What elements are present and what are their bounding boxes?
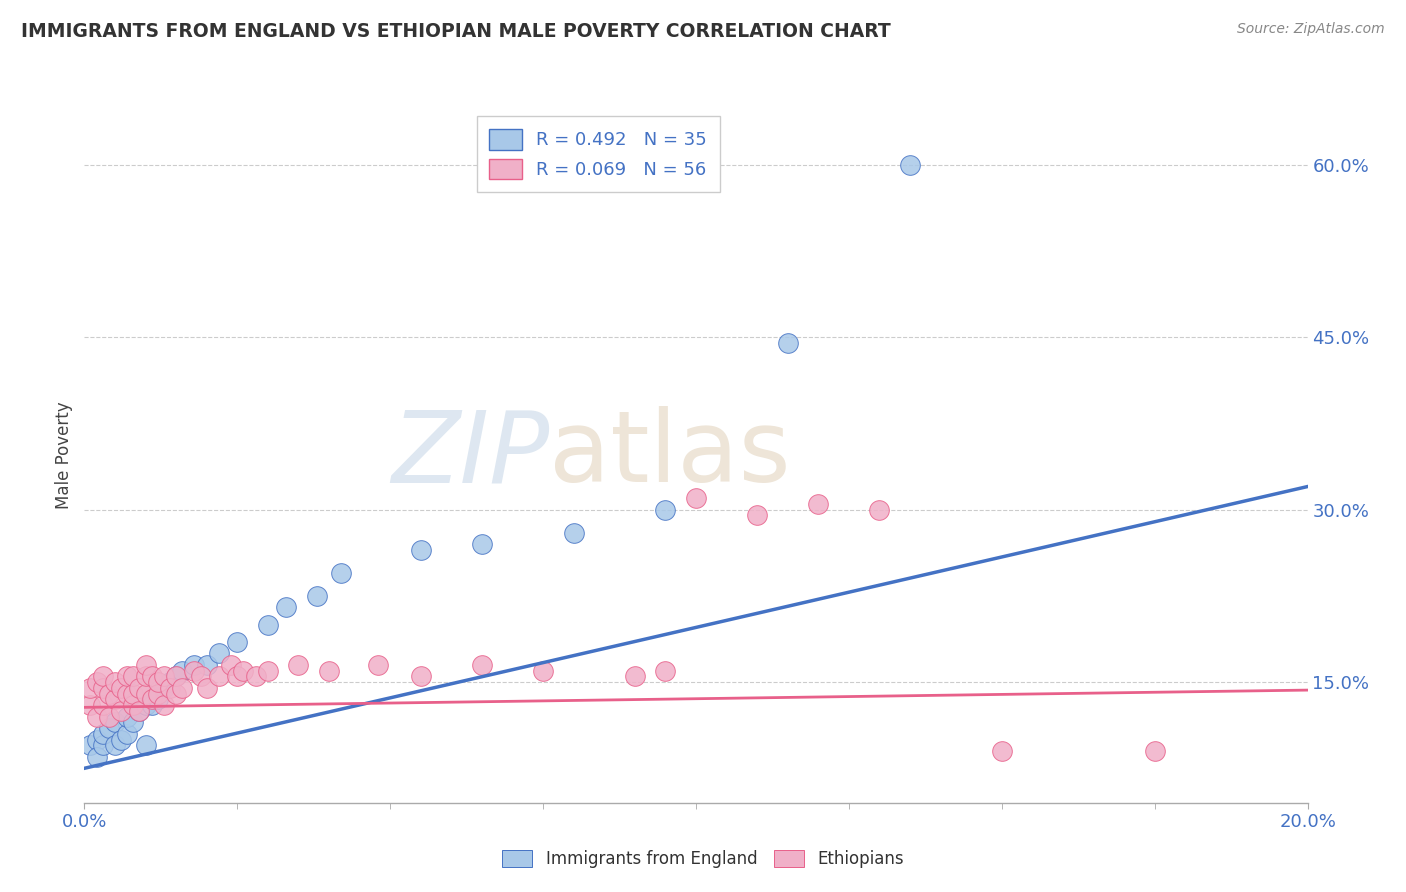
Point <box>146 692 169 706</box>
Point <box>135 687 157 701</box>
Point <box>183 657 205 672</box>
Point <box>79 739 101 753</box>
Point <box>104 675 127 690</box>
Point <box>195 657 218 672</box>
Point <box>276 600 298 615</box>
Point <box>128 681 150 695</box>
Point <box>172 664 194 678</box>
Legend: Immigrants from England, Ethiopians: Immigrants from England, Ethiopians <box>495 843 911 875</box>
Point <box>128 704 150 718</box>
Point <box>91 739 114 753</box>
Point <box>141 669 163 683</box>
Point <box>159 681 181 695</box>
Point <box>122 698 145 712</box>
Point <box>91 698 114 712</box>
Point <box>807 497 830 511</box>
Point <box>159 675 181 690</box>
Point <box>97 709 120 723</box>
Point <box>208 646 231 660</box>
Point <box>190 669 212 683</box>
Point <box>97 721 120 735</box>
Text: atlas: atlas <box>550 407 790 503</box>
Point <box>146 687 169 701</box>
Point <box>257 617 280 632</box>
Point <box>776 335 799 350</box>
Point <box>104 692 127 706</box>
Point <box>91 727 114 741</box>
Point <box>747 508 769 523</box>
Point <box>79 681 101 695</box>
Point <box>135 657 157 672</box>
Point <box>183 664 205 678</box>
Point <box>287 657 309 672</box>
Point <box>624 669 647 683</box>
Point <box>471 537 494 551</box>
Point <box>195 681 218 695</box>
Point <box>654 664 676 678</box>
Point <box>86 709 108 723</box>
Y-axis label: Male Poverty: Male Poverty <box>55 401 73 508</box>
Point <box>318 664 340 678</box>
Point <box>531 664 554 678</box>
Point <box>305 589 328 603</box>
Point <box>991 744 1014 758</box>
Point <box>79 698 101 712</box>
Point <box>128 704 150 718</box>
Point <box>165 669 187 683</box>
Point <box>86 675 108 690</box>
Point <box>367 657 389 672</box>
Point <box>104 739 127 753</box>
Point <box>97 687 120 701</box>
Point <box>135 669 157 683</box>
Point <box>219 657 242 672</box>
Text: Source: ZipAtlas.com: Source: ZipAtlas.com <box>1237 22 1385 37</box>
Point <box>165 669 187 683</box>
Point <box>153 681 176 695</box>
Point <box>165 687 187 701</box>
Point <box>141 692 163 706</box>
Point <box>232 664 254 678</box>
Point <box>104 715 127 730</box>
Point <box>562 525 585 540</box>
Point <box>330 566 353 580</box>
Point <box>146 675 169 690</box>
Point <box>172 681 194 695</box>
Text: ZIP: ZIP <box>391 407 550 503</box>
Point <box>115 687 138 701</box>
Point <box>141 698 163 712</box>
Point <box>654 502 676 516</box>
Point <box>471 657 494 672</box>
Point <box>86 732 108 747</box>
Point <box>135 698 157 712</box>
Point <box>226 669 249 683</box>
Point <box>153 698 176 712</box>
Point <box>257 664 280 678</box>
Point <box>110 681 132 695</box>
Point <box>115 709 138 723</box>
Point <box>91 681 114 695</box>
Point <box>869 502 891 516</box>
Point <box>1143 744 1166 758</box>
Point <box>153 669 176 683</box>
Point <box>409 669 432 683</box>
Point <box>110 732 132 747</box>
Point <box>245 669 267 683</box>
Point <box>409 542 432 557</box>
Point <box>115 727 138 741</box>
Point <box>115 669 138 683</box>
Point <box>91 669 114 683</box>
Point <box>86 749 108 764</box>
Point <box>208 669 231 683</box>
Point <box>122 669 145 683</box>
Point <box>122 687 145 701</box>
Text: IMMIGRANTS FROM ENGLAND VS ETHIOPIAN MALE POVERTY CORRELATION CHART: IMMIGRANTS FROM ENGLAND VS ETHIOPIAN MAL… <box>21 22 891 41</box>
Point <box>685 491 707 505</box>
Point <box>110 704 132 718</box>
Point <box>135 739 157 753</box>
Legend: R = 0.492   N = 35, R = 0.069   N = 56: R = 0.492 N = 35, R = 0.069 N = 56 <box>477 116 720 192</box>
Point <box>898 157 921 171</box>
Point <box>122 715 145 730</box>
Point <box>226 635 249 649</box>
